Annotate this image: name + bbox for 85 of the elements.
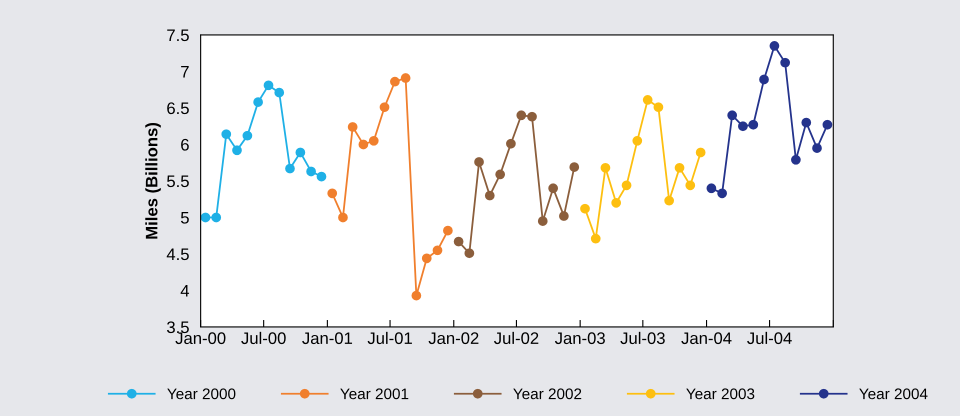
point xyxy=(274,88,284,98)
point xyxy=(685,180,696,190)
point xyxy=(538,216,548,226)
x-tick-label: Jan-01 xyxy=(302,332,352,344)
y-tick-label: 7.5 xyxy=(167,30,189,42)
point xyxy=(506,138,516,149)
point xyxy=(316,172,326,182)
point xyxy=(358,140,368,150)
point xyxy=(432,245,442,256)
x-tick-label: Jan-02 xyxy=(428,332,478,344)
y-tick-label: 6.5 xyxy=(167,102,189,114)
point xyxy=(569,162,580,172)
point xyxy=(801,118,812,128)
legend-label: Year 2003 xyxy=(686,388,754,400)
point xyxy=(242,130,252,141)
point xyxy=(211,212,222,222)
point xyxy=(780,58,790,68)
point xyxy=(622,180,632,190)
point xyxy=(253,97,263,107)
x-tick-label: Jul-03 xyxy=(620,332,665,344)
point xyxy=(348,122,358,132)
point xyxy=(696,148,706,158)
point xyxy=(484,190,495,200)
point xyxy=(232,145,242,156)
point xyxy=(285,164,295,174)
x-tick-label: Jul-01 xyxy=(368,332,412,344)
legend-label: Year 2004 xyxy=(859,388,928,400)
y-tick-label: 5 xyxy=(180,212,189,224)
x-tick-label: Jul-04 xyxy=(747,332,792,344)
point xyxy=(654,102,664,112)
y-tick-label: 3.5 xyxy=(167,321,189,334)
point xyxy=(748,120,758,130)
point xyxy=(200,212,210,222)
point xyxy=(611,198,622,208)
point xyxy=(327,188,338,198)
point xyxy=(674,162,684,173)
point xyxy=(717,188,727,198)
point xyxy=(600,162,610,173)
point xyxy=(759,74,769,84)
y-tick-label: 4 xyxy=(180,285,190,297)
legend-label: Year 2000 xyxy=(167,388,236,400)
point xyxy=(400,73,410,83)
x-tick-label: Jan-04 xyxy=(681,332,732,344)
point xyxy=(664,196,674,206)
point xyxy=(443,226,453,236)
point xyxy=(474,157,484,167)
y-tick-label: 4.5 xyxy=(166,248,189,260)
legend-label: Year 2002 xyxy=(513,388,582,400)
x-tick-label: Jul-02 xyxy=(494,332,538,344)
y-axis-title: Miles (Billions) xyxy=(145,122,161,239)
point xyxy=(390,76,400,87)
point xyxy=(770,41,780,51)
point xyxy=(590,234,601,244)
point xyxy=(368,136,379,146)
point xyxy=(306,166,316,176)
point xyxy=(791,154,801,165)
x-tick-label: Jan-00 xyxy=(175,332,226,344)
point xyxy=(632,136,642,146)
point xyxy=(516,110,526,120)
point xyxy=(580,204,590,214)
point xyxy=(296,148,306,158)
point xyxy=(495,170,506,180)
point xyxy=(738,121,748,132)
point xyxy=(422,253,432,264)
legend-label: Year 2001 xyxy=(340,388,408,400)
point xyxy=(221,129,232,140)
point xyxy=(559,211,569,221)
point xyxy=(454,236,464,246)
point xyxy=(380,102,390,112)
point xyxy=(412,290,422,300)
y-tick-label: 5.5 xyxy=(167,176,189,188)
point xyxy=(264,80,274,90)
point xyxy=(812,143,822,153)
x-tick-label: Jul-00 xyxy=(241,332,286,344)
point xyxy=(822,120,832,130)
y-tick-label: 7 xyxy=(181,66,189,78)
x-tick-label: Jan-03 xyxy=(554,332,605,344)
point xyxy=(527,112,537,122)
point xyxy=(727,110,738,120)
point xyxy=(464,248,474,258)
point xyxy=(642,95,653,105)
point xyxy=(548,183,558,194)
y-tick-label: 6 xyxy=(181,138,189,151)
point xyxy=(338,212,348,222)
point xyxy=(706,183,716,194)
